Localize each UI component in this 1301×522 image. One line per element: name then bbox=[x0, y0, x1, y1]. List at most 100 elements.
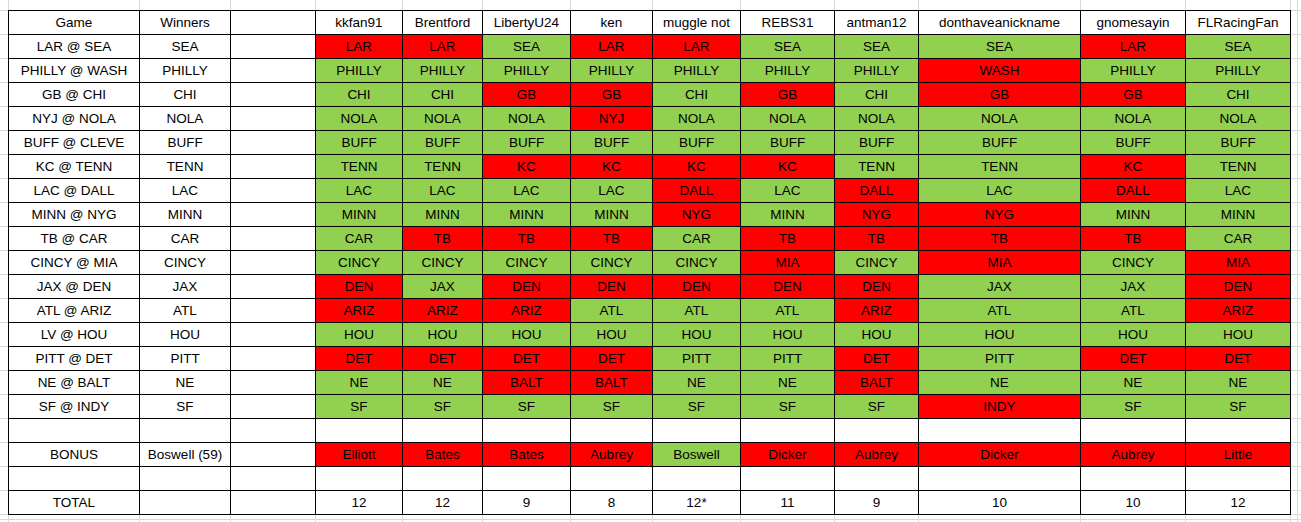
pick-cell-antman12[interactable]: NYG bbox=[835, 203, 919, 227]
pick-cell-gnomesayin[interactable]: NE bbox=[1081, 371, 1186, 395]
bonus-winner-cell[interactable]: Boswell (59) bbox=[140, 443, 231, 467]
blank-cell[interactable] bbox=[571, 467, 653, 491]
pick-cell-gnomesayin[interactable]: CINCY bbox=[1081, 251, 1186, 275]
pick-cell-libertyu24[interactable]: SEA bbox=[483, 35, 571, 59]
pick-cell-brentford[interactable]: LAC bbox=[403, 179, 483, 203]
pick-cell-donthaveanickname[interactable]: NYG bbox=[919, 203, 1081, 227]
pick-cell-flracingfan[interactable]: MINN bbox=[1186, 203, 1291, 227]
spacer-cell[interactable] bbox=[231, 35, 316, 59]
pick-cell-brentford[interactable]: SF bbox=[403, 395, 483, 419]
pick-cell-donthaveanickname[interactable]: NOLA bbox=[919, 107, 1081, 131]
pick-cell-libertyu24[interactable]: CINCY bbox=[483, 251, 571, 275]
pick-cell-kkfan91[interactable]: PHILLY bbox=[316, 59, 403, 83]
pick-cell-brentford[interactable]: NOLA bbox=[403, 107, 483, 131]
spacer-cell[interactable] bbox=[231, 443, 316, 467]
total-value-cell-ken[interactable]: 8 bbox=[571, 491, 653, 515]
column-header-donthaveanickname[interactable]: donthaveanickname bbox=[919, 11, 1081, 35]
game-cell[interactable]: LV @ HOU bbox=[9, 323, 140, 347]
pick-cell-muggle-not[interactable]: KC bbox=[653, 155, 741, 179]
pick-cell-libertyu24[interactable]: ARIZ bbox=[483, 299, 571, 323]
pick-cell-muggle-not[interactable]: PITT bbox=[653, 347, 741, 371]
pick-cell-antman12[interactable]: TB bbox=[835, 227, 919, 251]
pick-cell-antman12[interactable]: BUFF bbox=[835, 131, 919, 155]
pick-cell-flracingfan[interactable]: CHI bbox=[1186, 83, 1291, 107]
pick-cell-kkfan91[interactable]: LAR bbox=[316, 35, 403, 59]
spacer-cell[interactable] bbox=[231, 131, 316, 155]
blank-cell[interactable] bbox=[835, 419, 919, 443]
pick-cell-ken[interactable]: TB bbox=[571, 227, 653, 251]
pick-cell-muggle-not[interactable]: LAR bbox=[653, 35, 741, 59]
game-cell[interactable]: PITT @ DET bbox=[9, 347, 140, 371]
pick-cell-ken[interactable]: NYJ bbox=[571, 107, 653, 131]
pick-cell-gnomesayin[interactable]: BUFF bbox=[1081, 131, 1186, 155]
pick-cell-rebs31[interactable]: MINN bbox=[741, 203, 835, 227]
pick-cell-donthaveanickname[interactable]: PITT bbox=[919, 347, 1081, 371]
pick-cell-flracingfan[interactable]: NOLA bbox=[1186, 107, 1291, 131]
pick-cell-donthaveanickname[interactable]: JAX bbox=[919, 275, 1081, 299]
pick-cell-antman12[interactable]: DEN bbox=[835, 275, 919, 299]
spacer-cell[interactable] bbox=[231, 59, 316, 83]
pick-cell-kkfan91[interactable]: DET bbox=[316, 347, 403, 371]
column-header-libertyu24[interactable]: LibertyU24 bbox=[483, 11, 571, 35]
pick-cell-brentford[interactable]: HOU bbox=[403, 323, 483, 347]
pick-cell-gnomesayin[interactable]: TB bbox=[1081, 227, 1186, 251]
pick-cell-flracingfan[interactable]: LAC bbox=[1186, 179, 1291, 203]
spacer-cell[interactable] bbox=[231, 371, 316, 395]
pick-cell-brentford[interactable]: MINN bbox=[403, 203, 483, 227]
column-header-kkfan91[interactable]: kkfan91 bbox=[316, 11, 403, 35]
spacer-cell[interactable] bbox=[231, 179, 316, 203]
pick-cell-gnomesayin[interactable]: MINN bbox=[1081, 203, 1186, 227]
pick-cell-ken[interactable]: LAC bbox=[571, 179, 653, 203]
pick-cell-antman12[interactable]: HOU bbox=[835, 323, 919, 347]
pick-cell-rebs31[interactable]: SEA bbox=[741, 35, 835, 59]
pick-cell-donthaveanickname[interactable]: NE bbox=[919, 371, 1081, 395]
winner-cell[interactable]: CAR bbox=[140, 227, 231, 251]
blank-cell[interactable] bbox=[231, 491, 316, 515]
spacer-cell[interactable] bbox=[231, 275, 316, 299]
bonus-pick-cell-ken[interactable]: Aubrey bbox=[571, 443, 653, 467]
pick-cell-ken[interactable]: LAR bbox=[571, 35, 653, 59]
blank-cell[interactable] bbox=[919, 467, 1081, 491]
pick-cell-flracingfan[interactable]: BUFF bbox=[1186, 131, 1291, 155]
pick-cell-gnomesayin[interactable]: DALL bbox=[1081, 179, 1186, 203]
pick-cell-kkfan91[interactable]: DEN bbox=[316, 275, 403, 299]
bonus-pick-cell-gnomesayin[interactable]: Aubrey bbox=[1081, 443, 1186, 467]
blank-cell[interactable] bbox=[1081, 467, 1186, 491]
spacer-cell[interactable] bbox=[231, 299, 316, 323]
pick-cell-libertyu24[interactable]: LAC bbox=[483, 179, 571, 203]
pick-cell-libertyu24[interactable]: NOLA bbox=[483, 107, 571, 131]
pick-cell-libertyu24[interactable]: GB bbox=[483, 83, 571, 107]
pick-cell-antman12[interactable]: DALL bbox=[835, 179, 919, 203]
pick-cell-brentford[interactable]: PHILLY bbox=[403, 59, 483, 83]
pick-cell-flracingfan[interactable]: PHILLY bbox=[1186, 59, 1291, 83]
winner-cell[interactable]: CHI bbox=[140, 83, 231, 107]
pick-cell-donthaveanickname[interactable]: MIA bbox=[919, 251, 1081, 275]
column-header-flracingfan[interactable]: FLRacingFan bbox=[1186, 11, 1291, 35]
pick-cell-donthaveanickname[interactable]: GB bbox=[919, 83, 1081, 107]
pick-cell-rebs31[interactable]: TB bbox=[741, 227, 835, 251]
pick-cell-muggle-not[interactable]: CINCY bbox=[653, 251, 741, 275]
pick-cell-muggle-not[interactable]: BUFF bbox=[653, 131, 741, 155]
blank-cell[interactable] bbox=[483, 419, 571, 443]
pick-cell-muggle-not[interactable]: DALL bbox=[653, 179, 741, 203]
bonus-pick-cell-rebs31[interactable]: Dicker bbox=[741, 443, 835, 467]
pick-cell-rebs31[interactable]: NE bbox=[741, 371, 835, 395]
game-cell[interactable]: NE @ BALT bbox=[9, 371, 140, 395]
pick-cell-rebs31[interactable]: NOLA bbox=[741, 107, 835, 131]
bonus-pick-cell-kkfan91[interactable]: Elliott bbox=[316, 443, 403, 467]
pick-cell-ken[interactable]: BALT bbox=[571, 371, 653, 395]
game-cell[interactable]: NYJ @ NOLA bbox=[9, 107, 140, 131]
pick-cell-ken[interactable]: SF bbox=[571, 395, 653, 419]
total-value-cell-donthaveanickname[interactable]: 10 bbox=[919, 491, 1081, 515]
winner-cell[interactable]: NOLA bbox=[140, 107, 231, 131]
pick-cell-libertyu24[interactable]: DET bbox=[483, 347, 571, 371]
winner-cell[interactable]: TENN bbox=[140, 155, 231, 179]
total-value-cell-antman12[interactable]: 9 bbox=[835, 491, 919, 515]
spacer-cell[interactable] bbox=[231, 107, 316, 131]
pick-cell-libertyu24[interactable]: BALT bbox=[483, 371, 571, 395]
pick-cell-donthaveanickname[interactable]: INDY bbox=[919, 395, 1081, 419]
pick-cell-ken[interactable]: DEN bbox=[571, 275, 653, 299]
pick-cell-ken[interactable]: ATL bbox=[571, 299, 653, 323]
pick-cell-flracingfan[interactable]: HOU bbox=[1186, 323, 1291, 347]
pick-cell-antman12[interactable]: PHILLY bbox=[835, 59, 919, 83]
